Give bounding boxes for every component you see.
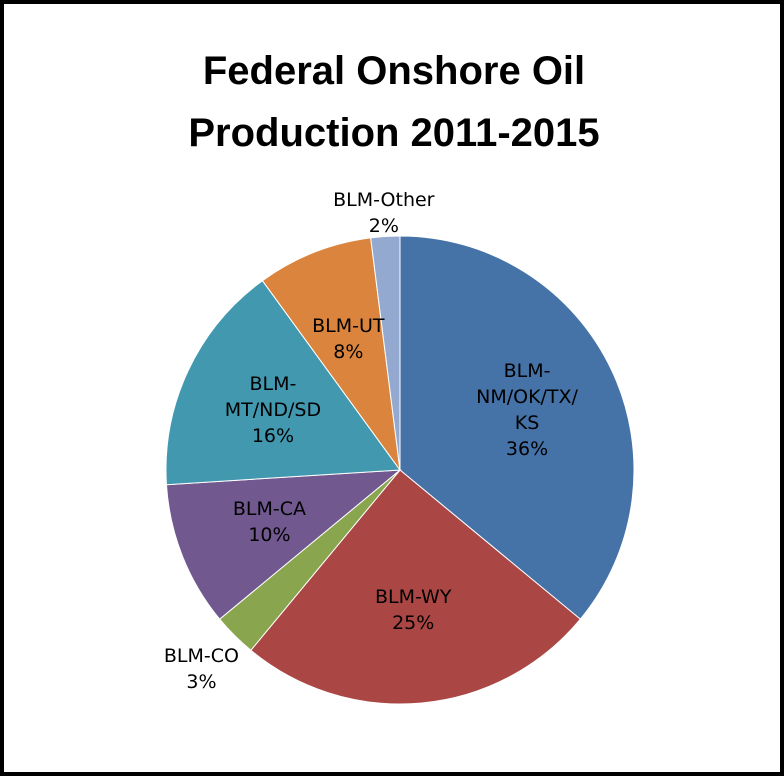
category-label: BLM-CA [232,497,307,520]
slice-label: BLM-CO 3% [164,643,239,695]
slice-label: BLM- NM/OK/TX/ KS 36% [476,358,578,462]
pie-slice [165,279,401,486]
category-label: BLM-CO [163,644,239,667]
value-label: 16% [251,425,295,448]
value-label: 36% [505,438,549,461]
slice-label: BLM-WY 25% [375,584,452,636]
pie-slice [399,235,635,620]
category-label: BLM-WY [374,585,452,608]
value-label: 3% [186,670,217,693]
pie [165,235,635,705]
value-label: 10% [248,523,291,546]
value-label: 8% [333,341,364,364]
value-label: 25% [392,611,435,634]
category-label: BLM- MT/ND/SD [224,373,322,422]
value-label: 2% [368,215,399,238]
slice-label: BLM-UT 8% [312,313,384,365]
slice-label: BLM-CA 10% [233,496,306,548]
category-label: BLM-Other [333,189,435,212]
pie-slice [165,469,402,620]
slice-label: BLM- MT/ND/SD 16% [225,371,321,449]
pie-slice [370,235,401,471]
category-label: BLM- NM/OK/TX/ KS [476,360,578,435]
pie-slice [250,469,582,705]
chart-title: Federal Onshore Oil Production 2011-2015 [188,49,600,155]
category-label: BLM-UT [312,315,385,338]
slice-label: BLM-Other 2% [333,187,434,239]
pie-slice [261,237,401,471]
